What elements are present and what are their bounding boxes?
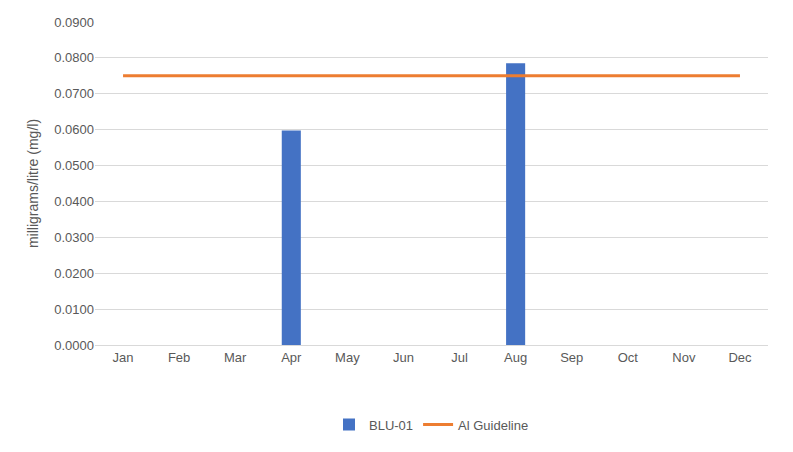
svg-text:0.0900: 0.0900 — [54, 15, 94, 30]
svg-text:Dec: Dec — [728, 350, 752, 365]
svg-text:BLU-01: BLU-01 — [369, 418, 413, 433]
svg-text:0.0800: 0.0800 — [54, 50, 94, 65]
svg-text:0.0200: 0.0200 — [54, 266, 94, 281]
svg-text:Apr: Apr — [281, 350, 302, 365]
svg-text:0.0400: 0.0400 — [54, 194, 94, 209]
svg-text:milligrams/litre (mg/l): milligrams/litre (mg/l) — [25, 119, 41, 248]
svg-text:Aug: Aug — [504, 350, 527, 365]
svg-text:Oct: Oct — [618, 350, 639, 365]
svg-text:0.0100: 0.0100 — [54, 302, 94, 317]
svg-text:Sep: Sep — [560, 350, 583, 365]
svg-text:0.0300: 0.0300 — [54, 230, 94, 245]
svg-text:Feb: Feb — [168, 350, 190, 365]
svg-text:Nov: Nov — [672, 350, 696, 365]
svg-text:0.0500: 0.0500 — [54, 158, 94, 173]
svg-text:Jul: Jul — [451, 350, 468, 365]
svg-text:Jun: Jun — [393, 350, 414, 365]
svg-text:0.0600: 0.0600 — [54, 122, 94, 137]
svg-text:Mar: Mar — [224, 350, 247, 365]
svg-text:May: May — [335, 350, 360, 365]
svg-text:Jan: Jan — [113, 350, 134, 365]
svg-text:Al Guideline: Al Guideline — [458, 418, 528, 433]
svg-text:0.0700: 0.0700 — [54, 86, 94, 101]
svg-text:0.0000: 0.0000 — [54, 338, 94, 353]
